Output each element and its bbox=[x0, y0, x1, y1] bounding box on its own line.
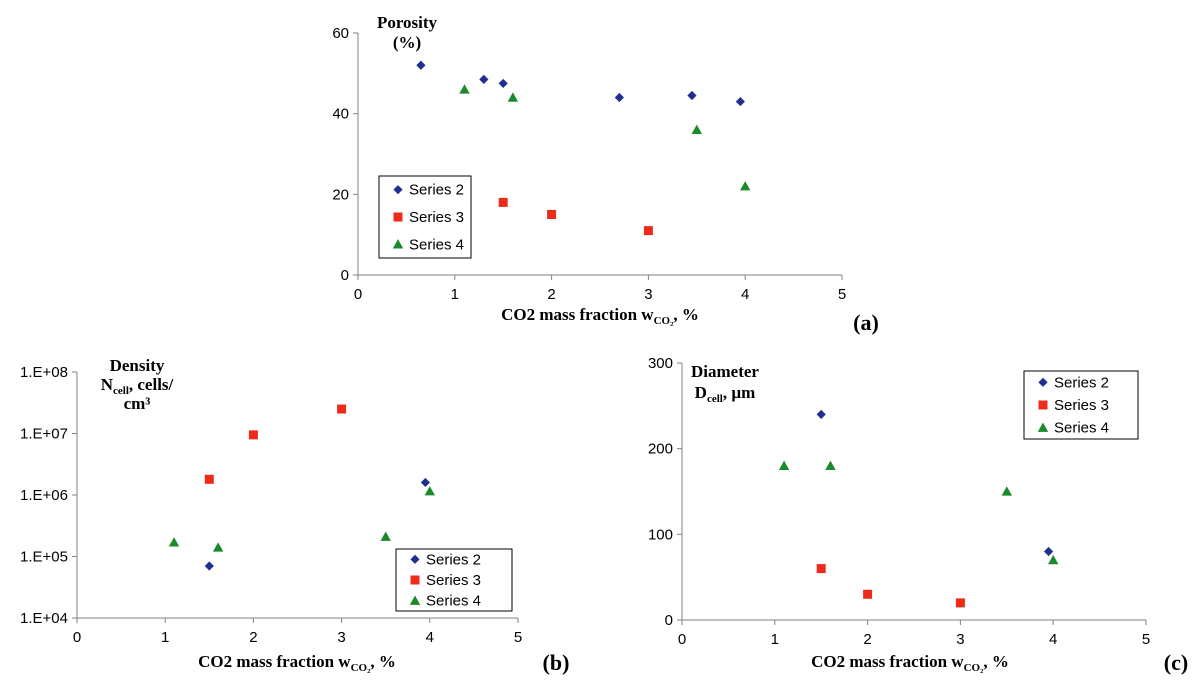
data-point-series-4 bbox=[459, 84, 470, 94]
chart-panel-3: 0 1 2 3 4 5 0 100 200 300 Diameter Dcell, µm CO2 mas… bbox=[648, 355, 1188, 675]
y-tick-label: 0 bbox=[665, 612, 673, 629]
y-tick-label: 200 bbox=[648, 441, 673, 458]
x-tick-label: 1 bbox=[451, 286, 459, 303]
data-point-series-2 bbox=[416, 60, 426, 70]
x-axis-label: CO2 mass fraction wCO₂, % bbox=[501, 305, 699, 327]
data-point-series-4 bbox=[1048, 554, 1059, 565]
data-point-series-4 bbox=[380, 531, 391, 541]
legend-entry: Series 3 bbox=[409, 209, 464, 226]
x-tick-label: 4 bbox=[426, 629, 434, 646]
panel-label: (b) bbox=[543, 650, 570, 675]
data-point-series-3 bbox=[204, 474, 214, 484]
data-point-series-3 bbox=[643, 226, 653, 236]
data-point-series-3 bbox=[498, 197, 508, 207]
y-tick-label: 1.E+08 bbox=[20, 364, 68, 381]
x-tick-label: 0 bbox=[73, 629, 81, 646]
data-point-series-4 bbox=[825, 460, 836, 470]
data-point-series-4 bbox=[212, 542, 224, 552]
legend-entry: Series 4 bbox=[409, 236, 464, 253]
y-tick-label: 60 bbox=[332, 25, 349, 42]
legend-marker bbox=[393, 212, 403, 222]
data-point-series-3 bbox=[863, 589, 873, 599]
legend-entry: Series 2 bbox=[409, 182, 464, 199]
x-tick-label: 2 bbox=[863, 631, 871, 648]
y-tick-label: 1.E+06 bbox=[20, 487, 68, 504]
data-point-series-2 bbox=[687, 90, 697, 101]
legend-marker bbox=[392, 239, 404, 249]
legend-marker bbox=[393, 185, 403, 195]
data-point-series-4 bbox=[507, 92, 519, 102]
data-point-series-4 bbox=[691, 124, 702, 134]
data-point-series-2 bbox=[735, 96, 745, 107]
legend-marker bbox=[1038, 400, 1048, 410]
data-point-series-3 bbox=[955, 598, 965, 608]
y-axis-label-line: (%) bbox=[393, 33, 421, 52]
y-tick-label: 20 bbox=[332, 186, 349, 203]
x-axis-label: CO2 mass fraction wCO₂, % bbox=[811, 652, 1009, 674]
legend-entry: Series 2 bbox=[426, 551, 481, 568]
chart-panel-1: 0 1 2 3 4 5 0 20 40 60 Porosity(%) CO2 mass fractio… bbox=[332, 13, 879, 335]
legend-entry: Series 4 bbox=[426, 593, 481, 610]
x-tick-label: 0 bbox=[354, 286, 362, 303]
x-tick-label: 5 bbox=[838, 286, 846, 303]
data-point-series-3 bbox=[337, 404, 347, 414]
x-tick-label: 3 bbox=[956, 631, 964, 648]
data-point-series-2 bbox=[816, 409, 826, 419]
y-axis-label-line: Dcell, µm bbox=[695, 383, 756, 405]
y-tick-label: 1.E+04 bbox=[20, 610, 68, 627]
data-point-series-3 bbox=[816, 564, 826, 574]
x-tick-label: 1 bbox=[161, 629, 169, 646]
data-point-series-3 bbox=[248, 430, 258, 440]
legend-entry: Series 4 bbox=[1054, 420, 1109, 437]
data-point-series-2 bbox=[1043, 546, 1054, 557]
y-axis-label-line: Ncell, cells/ bbox=[101, 375, 174, 397]
y-tick-label: 0 bbox=[341, 267, 349, 284]
data-point-series-2 bbox=[479, 74, 489, 84]
legend-entry: Series 3 bbox=[1054, 397, 1109, 414]
y-tick-label: 1.E+05 bbox=[20, 549, 68, 566]
y-axis-label-line: Diameter bbox=[691, 362, 759, 381]
data-point-series-2 bbox=[614, 92, 624, 103]
y-axis-label-line: cm³ bbox=[124, 394, 151, 413]
x-tick-label: 2 bbox=[547, 286, 555, 303]
legend-entry: Series 3 bbox=[426, 572, 481, 589]
x-tick-label: 5 bbox=[514, 629, 522, 646]
x-tick-label: 4 bbox=[741, 286, 749, 303]
x-tick-label: 5 bbox=[1142, 631, 1150, 648]
panel-label: (c) bbox=[1164, 650, 1188, 675]
data-point-series-2 bbox=[204, 561, 214, 571]
legend-entry: Series 2 bbox=[1054, 374, 1109, 391]
legend-marker bbox=[410, 554, 420, 564]
legend-marker bbox=[1038, 377, 1048, 387]
data-point-series-4 bbox=[740, 181, 751, 191]
y-tick-label: 100 bbox=[648, 526, 673, 543]
y-tick-label: 40 bbox=[332, 106, 349, 123]
y-axis-label-line: Density bbox=[110, 356, 165, 375]
x-tick-label: 3 bbox=[337, 629, 345, 646]
data-point-series-2 bbox=[498, 78, 508, 89]
x-axis-label: CO2 mass fraction wCO₂, % bbox=[198, 652, 396, 674]
data-point-series-2 bbox=[420, 477, 430, 488]
legend-marker bbox=[1037, 422, 1049, 432]
x-tick-label: 3 bbox=[644, 286, 652, 303]
y-axis-label-line: Porosity bbox=[377, 13, 438, 32]
panel-label: (a) bbox=[853, 310, 879, 335]
x-tick-label: 0 bbox=[678, 631, 686, 648]
y-tick-label: 300 bbox=[648, 355, 673, 372]
x-tick-label: 1 bbox=[771, 631, 779, 648]
data-point-series-4 bbox=[168, 537, 180, 547]
chart-panel-2: 0 1 2 3 4 5 1.E+04 1.E+05 1.E+06 1.E+07 1.E+08 Dens… bbox=[20, 356, 569, 675]
data-point-series-4 bbox=[778, 460, 790, 470]
data-point-series-4 bbox=[1001, 486, 1012, 496]
legend-marker bbox=[410, 575, 420, 585]
data-point-series-4 bbox=[424, 486, 435, 496]
data-point-series-3 bbox=[547, 210, 557, 219]
x-tick-label: 4 bbox=[1049, 631, 1057, 648]
legend-marker bbox=[409, 595, 421, 605]
x-tick-label: 2 bbox=[249, 629, 257, 646]
y-tick-label: 1.E+07 bbox=[20, 426, 68, 443]
